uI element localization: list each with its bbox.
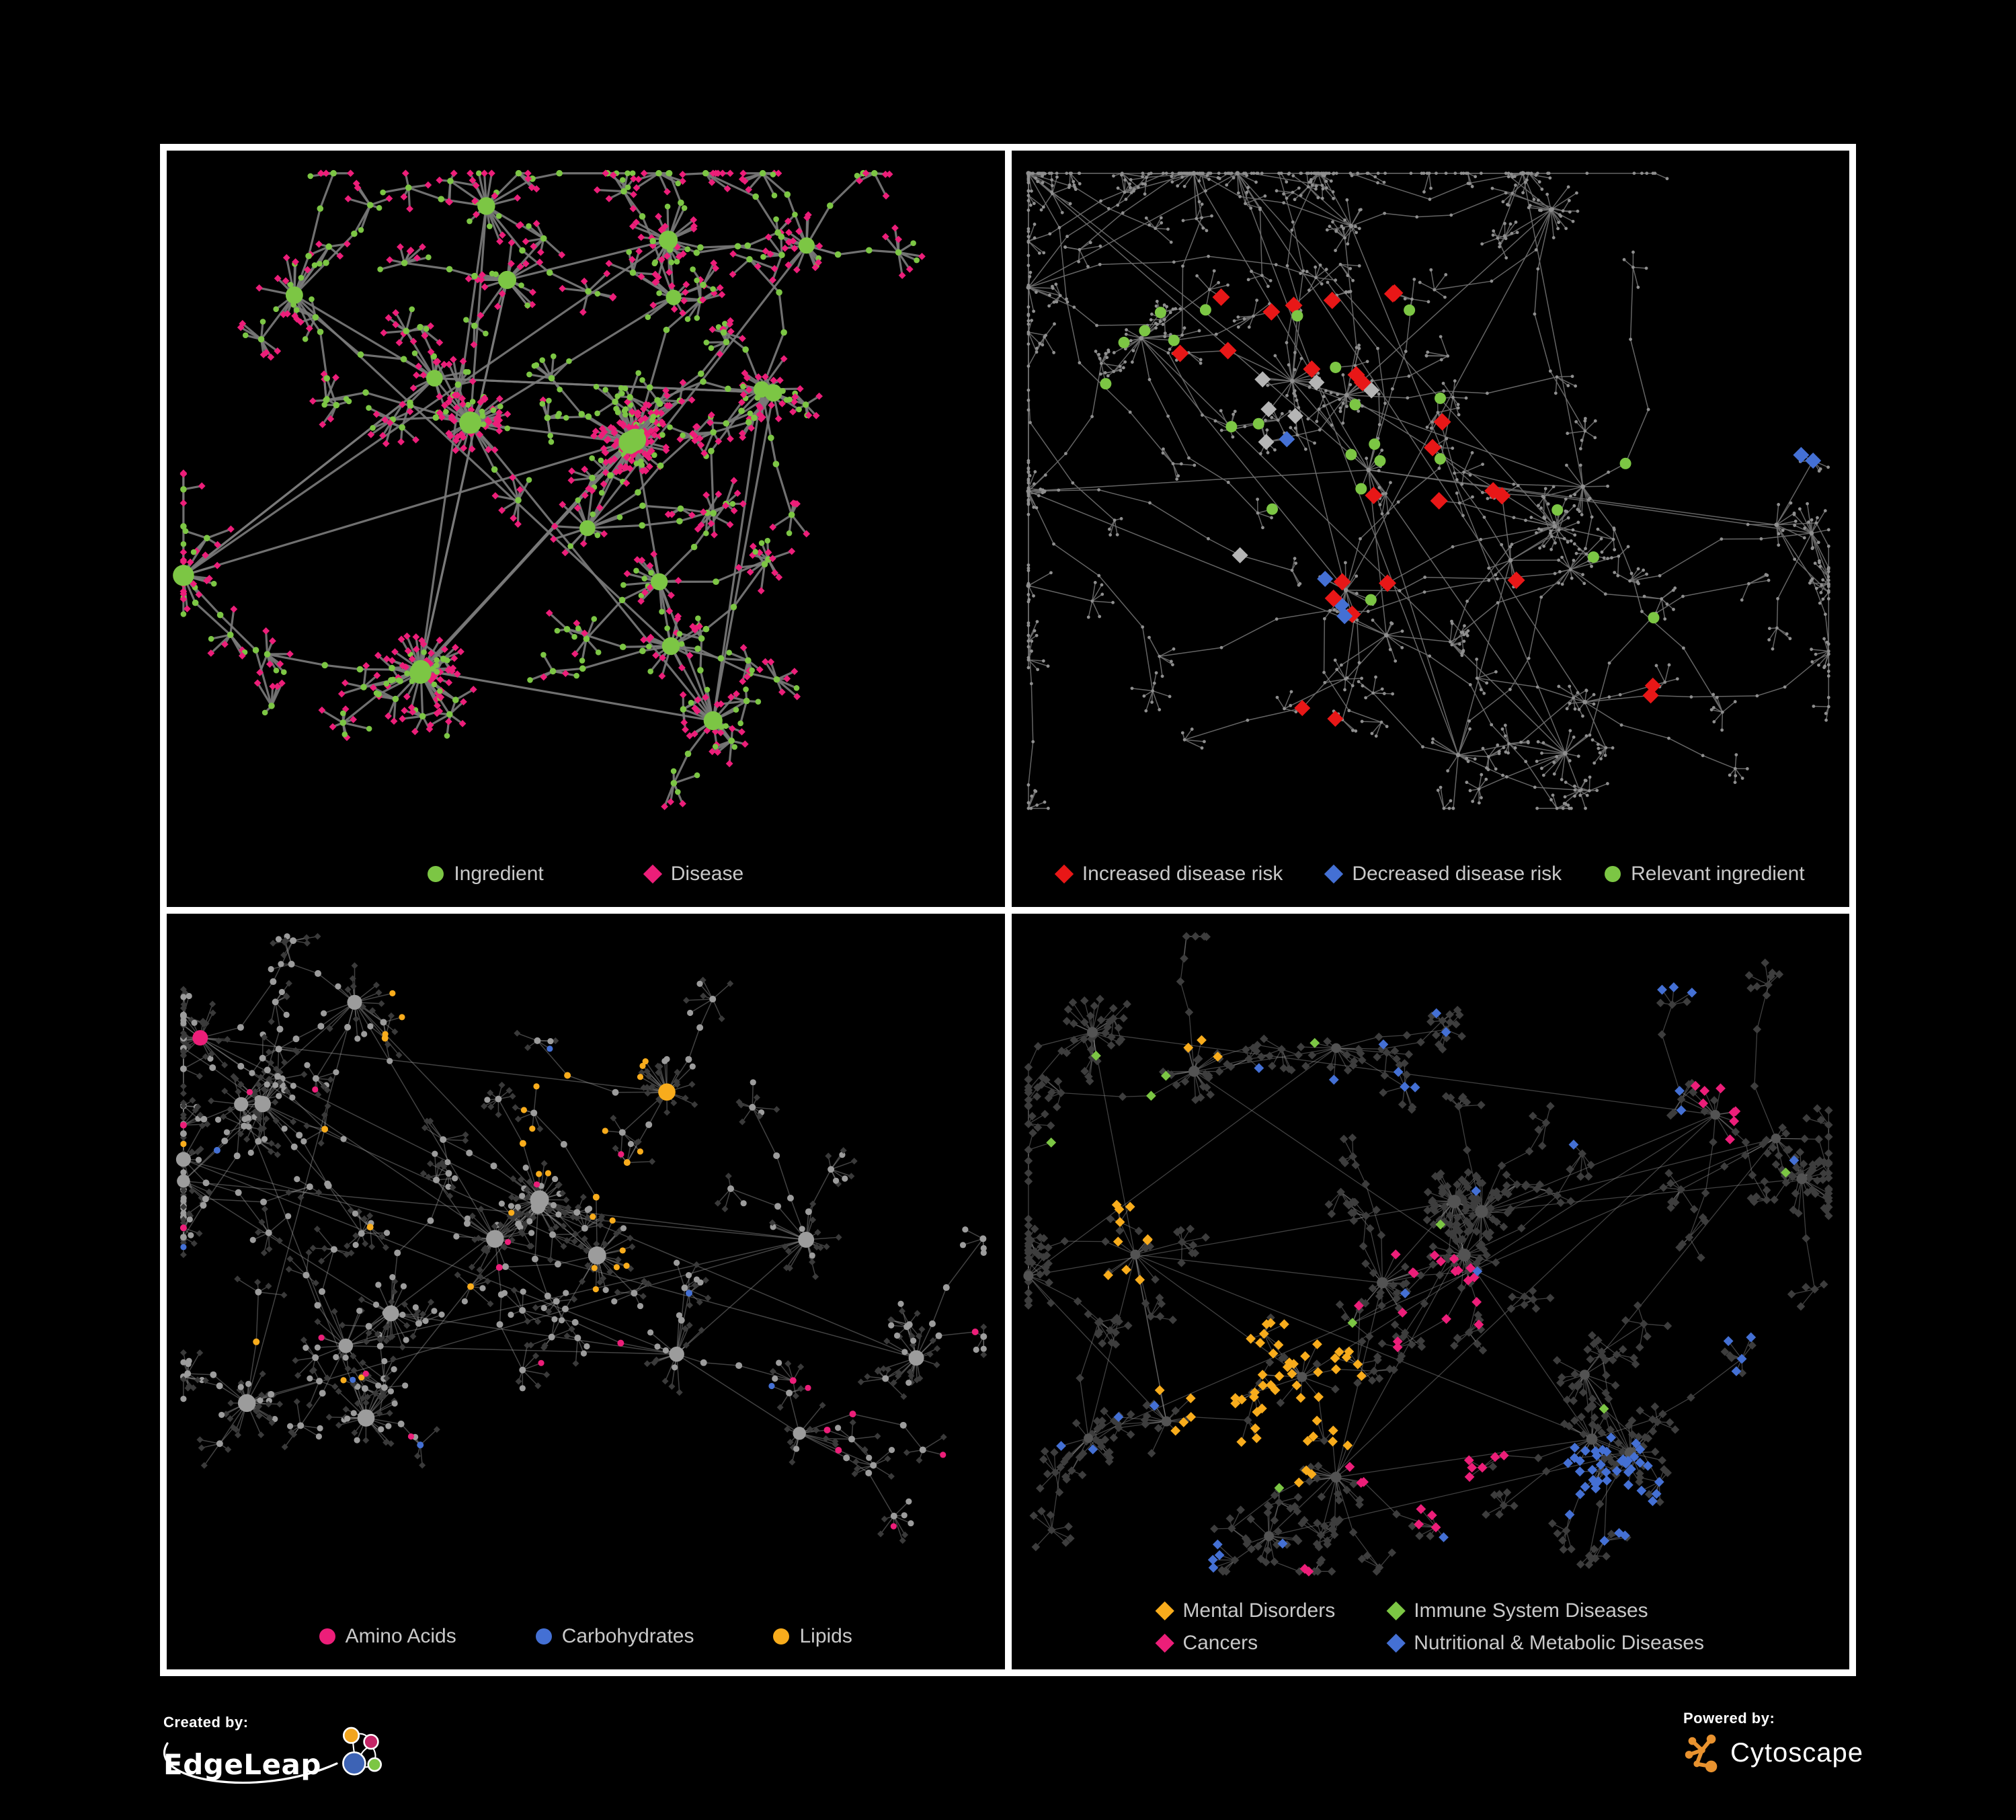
created-by-block: Created by: EdgeLeap [163,1714,389,1793]
legend-label: Lipids [799,1625,852,1647]
legend-label: Nutritional & Metabolic Diseases [1414,1632,1705,1654]
cancers-legend-icon [1155,1633,1174,1653]
immune-diseases-legend-icon [1386,1601,1406,1621]
legend-item: Lipids [773,1626,852,1647]
legend-item: Ingredient [428,862,544,885]
legend-item: Relevant ingredient [1605,862,1805,885]
panel-ingredient-disease: Ingredient Disease [167,151,1005,907]
nutrient-classes-legend: Amino Acids Carbohydrates Lipids [167,1626,1005,1647]
mental-disorders-legend-icon [1155,1601,1174,1621]
legend-label: Cancers [1182,1632,1258,1654]
panel-nutrient-classes: Amino Acids Carbohydrates Lipids [167,913,1005,1669]
ingredient-legend-icon [428,865,444,882]
legend-label: Carbohydrates [561,1625,694,1647]
carbohydrates-legend-icon [535,1628,552,1645]
legend-item: Nutritional & Metabolic Diseases [1386,1632,1705,1654]
panel-disease-categories: Mental Disorders Immune System Diseases … [1011,913,1849,1669]
nutrient-classes-network-canvas [175,933,987,1544]
legend-item: Immune System Diseases [1386,1599,1648,1622]
relevant-ingredient-legend-icon [1605,865,1621,882]
ingredient-disease-legend: Ingredient Disease [167,862,1005,885]
legend-label: Ingredient [454,862,544,885]
legend-label: Increased disease risk [1082,862,1283,885]
legend-label: Mental Disorders [1182,1599,1336,1622]
legend-label: Immune System Diseases [1414,1599,1648,1622]
legend-item: Amino Acids [319,1626,456,1647]
disease-risk-legend: Increased disease risk Decreased disease… [1012,862,1850,885]
legend-label: Decreased disease risk [1352,862,1562,885]
legend-item: Disease [643,862,744,885]
legend-label: Relevant ingredient [1631,862,1805,885]
disease-categories-network-canvas [1022,931,1833,1577]
lipids-legend-icon [773,1628,790,1645]
ingredient-disease-network-canvas [173,169,926,811]
edgeleap-logo-icon [342,1727,382,1776]
disease-legend-icon [643,864,662,883]
amino-acids-legend-icon [319,1628,335,1645]
nutritional-metabolic-legend-icon [1386,1633,1406,1653]
legend-item: Decreased disease risk [1324,862,1562,885]
legend-item: Cancers [1155,1632,1258,1654]
legend-item: Mental Disorders [1155,1599,1336,1622]
panels-grid: Ingredient Disease Increased disease ris… [160,144,1856,1676]
created-by-label: Created by: [163,1714,249,1731]
powered-by-label: Powered by: [1683,1710,1775,1727]
disease-categories-legend: Mental Disorders Immune System Diseases … [1155,1599,1705,1654]
panel-disease-risk: Increased disease risk Decreased disease… [1011,151,1850,907]
legend-item: Increased disease risk [1054,862,1283,885]
decreased-risk-legend-icon [1324,864,1344,883]
powered-by-block: Powered by: Cy [1683,1710,1863,1774]
legend-label: Amino Acids [345,1625,456,1647]
legend-item: Carbohydrates [535,1625,694,1647]
edgeleap-wordmark: EdgeLeap [163,1747,321,1781]
legend-label: Disease [670,862,744,885]
disease-risk-network-canvas [1026,171,1830,810]
increased-risk-legend-icon [1054,864,1074,883]
footer: Created by: EdgeLeap [0,1676,2016,1820]
cytoscape-logo-icon [1685,1734,1718,1773]
cytoscape-wordmark: Cytoscape [1730,1737,1863,1768]
